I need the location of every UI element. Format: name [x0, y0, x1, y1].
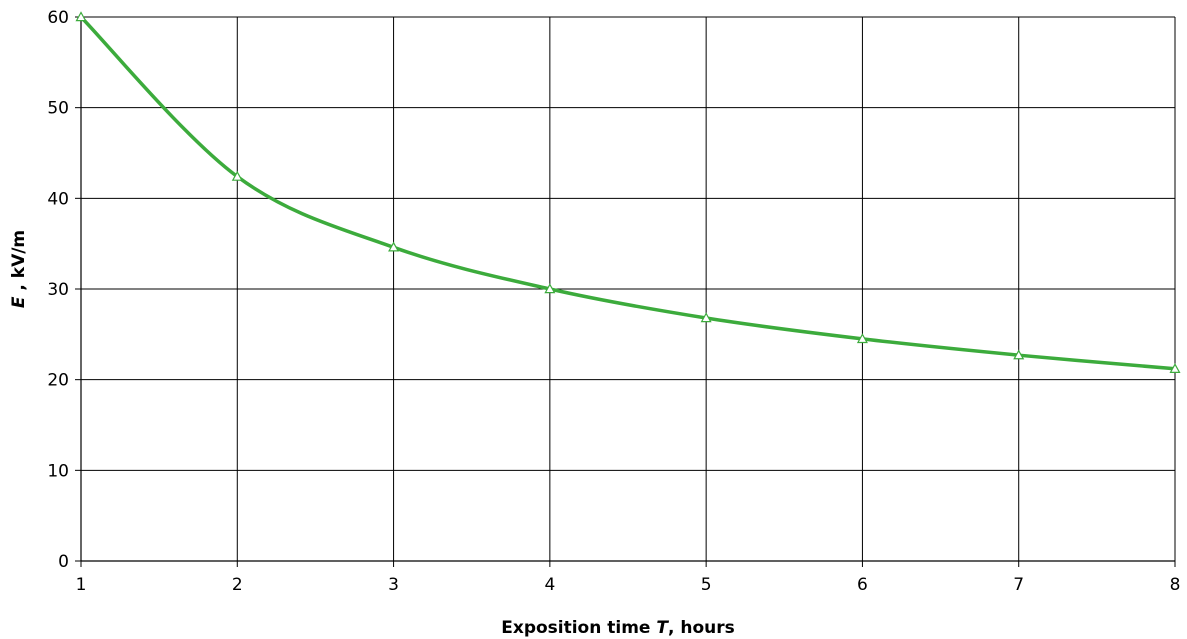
series-line: [79, 15, 1176, 371]
x-axis-title-symbol: T: [656, 618, 669, 638]
data-point-marker: [231, 170, 243, 181]
x-tick-label: 8: [1170, 575, 1181, 595]
data-point-marker: [1013, 349, 1025, 360]
series-layer: [75, 11, 1181, 373]
y-tick-label: 60: [47, 8, 69, 28]
data-point-marker: [1169, 363, 1181, 373]
y-tick-label: 10: [47, 461, 69, 481]
data-point-marker: [75, 11, 87, 22]
x-axis-title: Exposition time T, hours: [501, 618, 735, 638]
grid-lines: [81, 16, 1176, 561]
x-tick-label: 2: [232, 575, 243, 595]
y-tick-label: 0: [58, 552, 69, 572]
y-tick-label: 20: [47, 371, 69, 391]
x-tick-label: 7: [1013, 575, 1024, 595]
x-axis-title-part-1: Exposition time: [501, 618, 656, 638]
data-point-marker: [544, 283, 556, 294]
data-point-marker: [856, 333, 868, 344]
y-tick-label: 30: [47, 280, 69, 300]
y-axis-title-part-2: , kV/m: [9, 230, 29, 297]
x-tick-label: 1: [76, 575, 87, 595]
x-tick-label: 6: [857, 575, 868, 595]
axes: [75, 16, 1176, 567]
data-point-marker: [700, 312, 712, 323]
tick-labels: 1 2 3 4 5 6 7 8 0 10 20 30 40 50 60: [47, 8, 1180, 595]
y-tick-label: 40: [47, 189, 69, 209]
y-axis-title-symbol: E: [9, 296, 29, 308]
x-tick-label: 4: [544, 575, 555, 595]
y-axis-title: E , kV/m: [9, 230, 29, 308]
x-tick-label: 5: [701, 575, 712, 595]
x-tick-label: 3: [388, 575, 399, 595]
x-axis-title-part-2: , hours: [668, 618, 735, 638]
data-point-marker: [388, 241, 400, 252]
y-tick-label: 50: [47, 99, 69, 119]
